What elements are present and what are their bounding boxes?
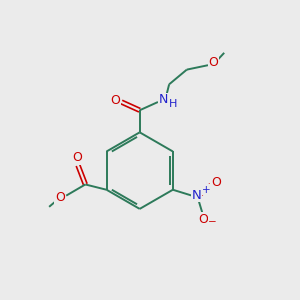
Text: N: N <box>192 188 202 202</box>
Text: O: O <box>212 176 221 189</box>
Text: H: H <box>169 99 177 110</box>
Text: −: − <box>208 217 217 227</box>
Text: O: O <box>72 152 82 164</box>
Text: N: N <box>158 93 168 106</box>
Text: O: O <box>111 94 121 107</box>
Text: O: O <box>199 213 208 226</box>
Text: O: O <box>208 56 218 69</box>
Text: O: O <box>55 191 65 204</box>
Text: +: + <box>202 185 210 195</box>
